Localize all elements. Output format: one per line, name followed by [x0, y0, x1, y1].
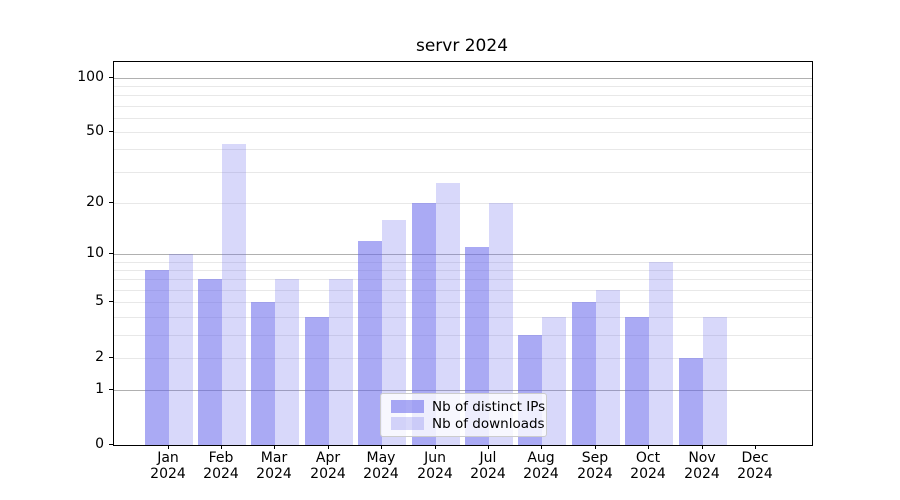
y-tick-label: 20 [86, 194, 104, 210]
minor-gridline [114, 317, 812, 318]
bar [329, 279, 353, 445]
minor-gridline [114, 132, 812, 133]
bar [251, 302, 275, 445]
y-tick-label: 10 [86, 245, 104, 261]
minor-gridline [114, 86, 812, 87]
legend-label-downloads: Nb of downloads [432, 415, 545, 432]
y-tick-label: 1 [95, 381, 104, 397]
plot-area [113, 61, 813, 446]
minor-gridline [114, 302, 812, 303]
minor-gridline [114, 149, 812, 150]
major-gridline [114, 390, 812, 391]
x-tick-label: Oct 2024 [630, 450, 666, 482]
y-tick [109, 389, 113, 390]
x-tick-label: Jan 2024 [150, 450, 186, 482]
bar [305, 316, 329, 445]
bar [145, 270, 169, 445]
y-tick-label: 50 [86, 123, 104, 139]
x-tick [648, 445, 649, 449]
bar [649, 261, 673, 445]
x-tick-label: May 2024 [363, 450, 399, 482]
minor-gridline [114, 290, 812, 291]
bar [625, 316, 649, 445]
legend: Nb of distinct IPs Nb of downloads [380, 393, 547, 437]
x-tick [435, 445, 436, 449]
legend-label-distinct-ips: Nb of distinct IPs [432, 398, 546, 415]
y-tick [109, 253, 113, 254]
bar [596, 290, 620, 445]
chart-title: servr 2024 [415, 36, 509, 56]
legend-item-distinct-ips: Nb of distinct IPs [391, 398, 545, 415]
bar [198, 279, 222, 445]
minor-gridline [114, 279, 812, 280]
legend-item-downloads: Nb of downloads [391, 415, 545, 432]
legend-swatch-distinct-ips [391, 400, 424, 413]
x-tick-label: Feb 2024 [203, 450, 239, 482]
y-tick [109, 131, 113, 132]
minor-gridline [114, 262, 812, 263]
y-tick [109, 77, 113, 78]
major-gridline [114, 78, 812, 79]
y-tick [109, 301, 113, 302]
minor-gridline [114, 106, 812, 107]
minor-gridline [114, 335, 812, 336]
y-tick-label: 2 [95, 349, 104, 365]
bar [679, 357, 703, 445]
x-tick [221, 445, 222, 449]
minor-gridline [114, 118, 812, 119]
y-tick [109, 444, 113, 445]
x-tick [328, 445, 329, 449]
x-tick [381, 445, 382, 449]
x-tick-label: Sep 2024 [577, 450, 613, 482]
minor-gridline [114, 358, 812, 359]
x-tick-label: Jun 2024 [417, 450, 453, 482]
y-tick-label: 0 [95, 436, 104, 452]
x-tick [168, 445, 169, 449]
bar [358, 240, 382, 445]
bar [222, 143, 246, 445]
x-tick-label: Jul 2024 [470, 450, 506, 482]
minor-gridline [114, 172, 812, 173]
legend-swatch-downloads [391, 417, 424, 430]
x-tick-label: Apr 2024 [310, 450, 346, 482]
x-tick-label: Mar 2024 [256, 450, 292, 482]
minor-gridline [114, 270, 812, 271]
x-tick [488, 445, 489, 449]
minor-gridline [114, 203, 812, 204]
bar [169, 254, 193, 445]
x-tick-label: Nov 2024 [684, 450, 720, 482]
y-tick-label: 5 [95, 293, 104, 309]
bar [275, 279, 299, 445]
x-tick [274, 445, 275, 449]
x-tick-label: Dec 2024 [737, 450, 773, 482]
x-tick [595, 445, 596, 449]
y-tick [109, 357, 113, 358]
bar [703, 316, 727, 445]
x-tick [702, 445, 703, 449]
x-tick-label: Aug 2024 [523, 450, 559, 482]
y-tick-label: 100 [77, 69, 104, 85]
x-tick [755, 445, 756, 449]
major-gridline [114, 254, 812, 255]
bar [572, 302, 596, 445]
x-tick [541, 445, 542, 449]
minor-gridline [114, 95, 812, 96]
y-tick [109, 202, 113, 203]
